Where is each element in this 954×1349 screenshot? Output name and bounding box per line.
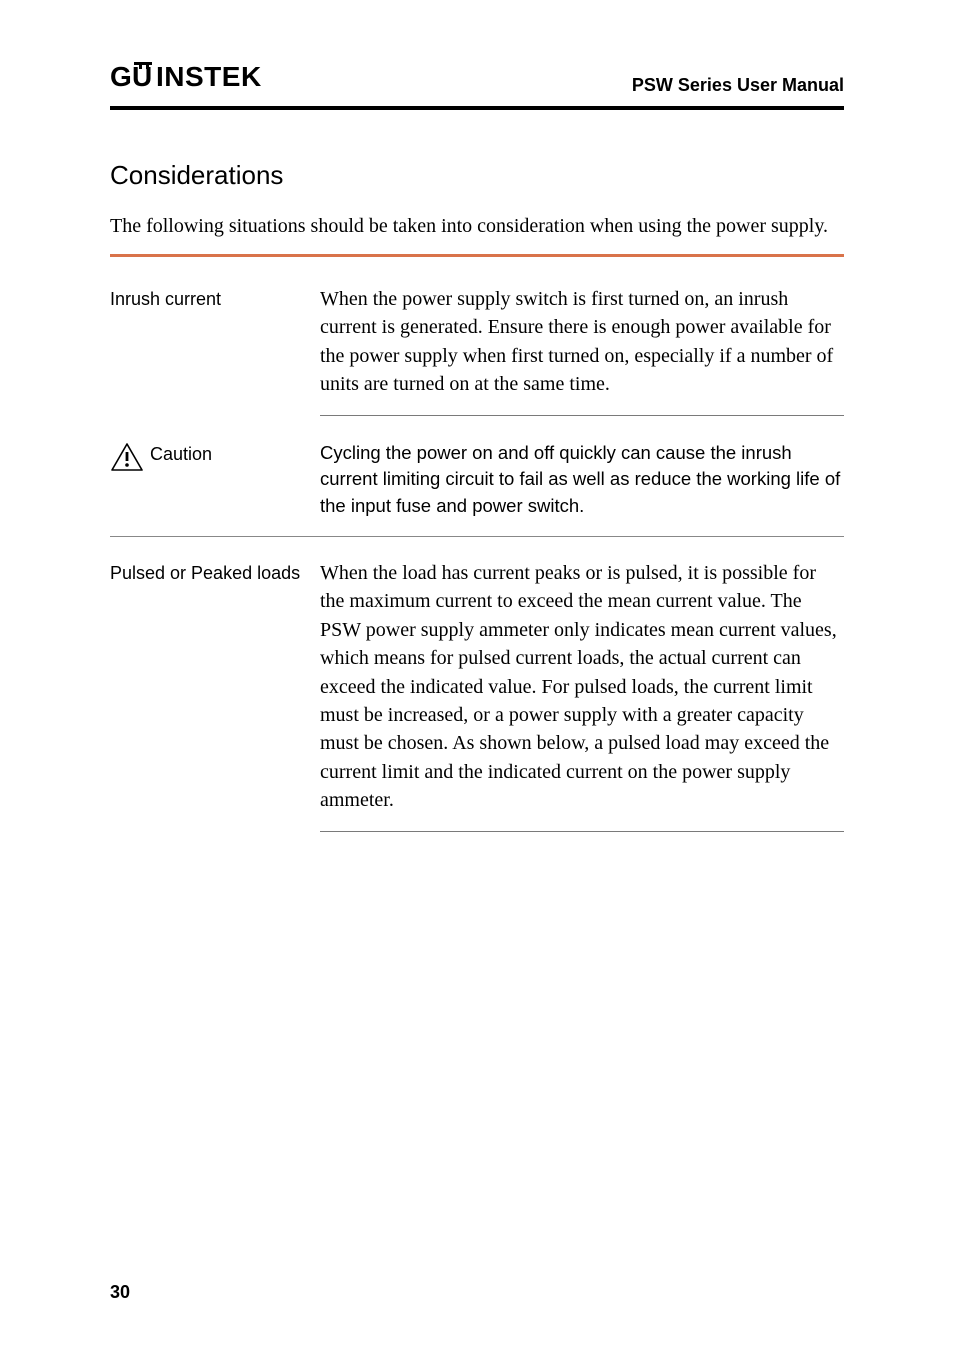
svg-text:U: U <box>132 61 153 92</box>
caution-label-text: Caution <box>150 442 212 467</box>
accent-rule <box>110 254 844 257</box>
row-inner: Pulsed or Peaked loads When the load has… <box>110 559 844 825</box>
svg-text:G: G <box>110 61 132 92</box>
caution-icon <box>110 442 144 472</box>
header-title: PSW Series User Manual <box>632 75 844 100</box>
svg-text:INSTEK: INSTEK <box>156 61 262 92</box>
row-body: When the power supply switch is first tu… <box>320 285 844 399</box>
content-row-inrush: Inrush current When the power supply swi… <box>110 285 844 440</box>
page-number: 30 <box>110 1282 130 1303</box>
row-body: When the load has current peaks or is pu… <box>320 559 844 815</box>
content-row-pulsed: Pulsed or Peaked loads When the load has… <box>110 559 844 832</box>
row-body: Cycling the power on and off quickly can… <box>320 440 844 520</box>
row-label: Pulsed or Peaked loads <box>110 559 320 586</box>
content-row-caution: Caution Cycling the power on and off qui… <box>110 440 844 537</box>
row-rule-container <box>110 831 844 832</box>
row-label: Inrush current <box>110 285 320 312</box>
section-intro: The following situations should be taken… <box>110 213 844 240</box>
brand-logo: G U INSTEK <box>110 60 290 100</box>
section-heading: Considerations <box>110 160 844 191</box>
logo-svg: G U INSTEK <box>110 60 290 92</box>
row-inner: Inrush current When the power supply swi… <box>110 285 844 409</box>
page-header: G U INSTEK PSW Series User Manual <box>110 60 844 106</box>
row-rule-container <box>110 415 844 440</box>
header-rule <box>110 106 844 110</box>
page: G U INSTEK PSW Series User Manual Consid… <box>0 0 954 1349</box>
row-label-caution: Caution <box>110 440 320 472</box>
